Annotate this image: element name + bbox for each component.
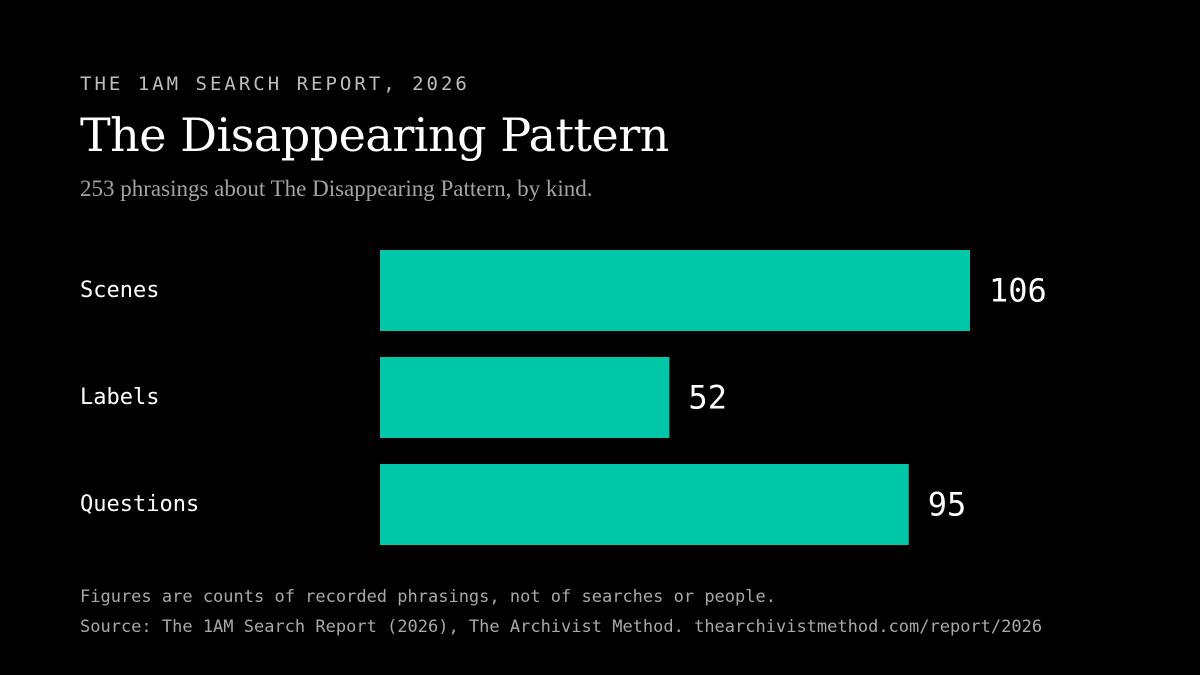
value-label-scenes: 106	[989, 272, 1047, 310]
chart-subtitle: 253 phrasings about The Disappearing Pat…	[80, 176, 593, 201]
report-eyebrow: THE 1AM SEARCH REPORT, 2026	[80, 73, 470, 95]
value-label-labels: 52	[688, 379, 727, 417]
chart-title: The Disappearing Pattern	[80, 108, 669, 162]
category-label-scenes: Scenes	[80, 278, 159, 303]
bar-labels	[380, 357, 670, 438]
bar-questions	[380, 464, 909, 545]
category-label-labels: Labels	[80, 385, 159, 410]
footnote-source: Source: The 1AM Search Report (2026), Th…	[80, 617, 1043, 637]
category-label-questions: Questions	[80, 492, 199, 517]
bar-scenes	[380, 250, 970, 331]
value-label-questions: 95	[928, 486, 967, 524]
footnote-note: Figures are counts of recorded phrasings…	[80, 587, 776, 607]
